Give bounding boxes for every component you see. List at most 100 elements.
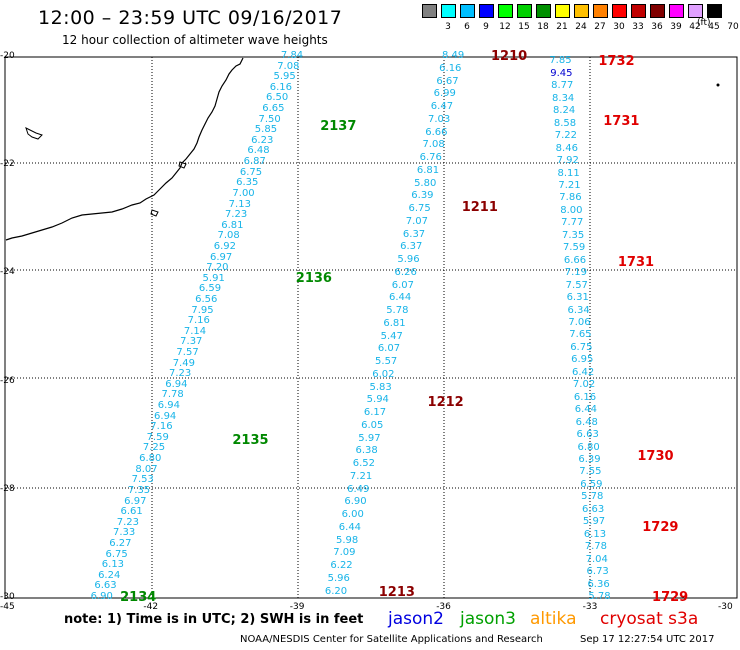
longitude-tick: -42 <box>143 602 159 612</box>
units-note: note: 1) Time is in UTC; 2) SWH is in fe… <box>64 612 364 627</box>
wave-height-value: 6.66 <box>563 254 587 266</box>
wave-height-value: 6.05 <box>361 419 384 431</box>
wave-height-value: 7.02 <box>572 379 596 391</box>
pass-time-label: 1732 <box>598 54 635 70</box>
wave-height-value: 5.91 <box>202 272 225 284</box>
wave-height-value: 6.16 <box>439 62 462 74</box>
wave-height-value: 6.76 <box>419 152 442 164</box>
wave-height-value: 6.34 <box>567 304 590 316</box>
wave-height-value: 6.13 <box>101 559 125 571</box>
wave-height-value: 6.31 <box>566 292 589 304</box>
wave-height-value: 6.20 <box>324 585 348 597</box>
wave-height-value: 5.78 <box>588 591 611 602</box>
wave-height-value: 6.50 <box>265 92 289 104</box>
wave-height-value: 6.44 <box>574 404 597 416</box>
wave-height-value: 7.55 <box>579 466 602 478</box>
wave-height-value: 6.95 <box>571 354 594 366</box>
gridlines <box>5 56 737 598</box>
wave-height-value: 6.81 <box>383 317 406 329</box>
wave-height-value: 5.94 <box>366 394 389 406</box>
legend-label: 18 <box>537 22 549 32</box>
wave-height-value: 6.81 <box>416 164 440 176</box>
wave-height-value: 7.92 <box>556 155 579 167</box>
wave-height-value: 7.53 <box>131 474 154 486</box>
legend-swatch <box>555 4 570 18</box>
generation-timestamp: Sep 17 12:27:54 UTC 2017 <box>580 634 715 645</box>
legend-label: 15 <box>518 22 530 32</box>
wave-height-value: 7.78 <box>584 541 607 553</box>
wave-height-value: 6.67 <box>436 75 459 87</box>
island-2 <box>178 161 187 169</box>
legend-label: 39 <box>670 22 682 32</box>
satellite-legend-altika: altika <box>530 609 577 629</box>
legend-label: 6 <box>464 22 470 32</box>
legend-label: 24 <box>575 22 587 32</box>
satellite-legend-jason2: jason2 <box>388 609 444 629</box>
wave-height-value: 6.65 <box>262 103 285 115</box>
wave-height-value: 7.84 <box>280 50 304 61</box>
wave-height-value: 7.20 <box>206 262 229 274</box>
wave-height-value: 7.09 <box>333 547 356 559</box>
wave-height-value: 6.37 <box>402 228 426 240</box>
pass-time-label: 1213 <box>378 584 415 600</box>
wave-height-value: 7.86 <box>559 192 582 204</box>
wave-height-value: 6.63 <box>576 429 599 441</box>
wave-height-value: 6.52 <box>352 458 375 470</box>
wave-height-value: 8.34 <box>552 92 575 104</box>
legend-swatch <box>441 4 456 18</box>
wave-height-value: 6.38 <box>355 445 378 457</box>
wave-height-value: 7.33 <box>112 527 136 539</box>
pass-time-label: 1730 <box>637 449 674 465</box>
island-dot <box>716 83 720 87</box>
wave-height-value: 7.77 <box>561 217 584 229</box>
wave-height-value: 6.97 <box>124 495 147 507</box>
island-1 <box>25 127 43 140</box>
legend-label: 45 <box>708 22 720 32</box>
legend-swatch <box>593 4 608 18</box>
wave-height-value: 6.02 <box>372 368 395 380</box>
wave-height-value: 6.26 <box>394 266 417 278</box>
wave-height-value: 6.63 <box>94 580 117 592</box>
wave-height-value: 5.80 <box>414 177 437 189</box>
wave-height-value: 5.96 <box>327 572 350 584</box>
wave-height-value: 6.81 <box>221 219 244 231</box>
satellite-legend-cryosat: cryosat s3a <box>600 609 699 629</box>
map-frame <box>4 56 738 599</box>
inlet <box>150 209 159 217</box>
wave-height-value: 6.36 <box>587 578 610 590</box>
wave-height-value: 8.00 <box>560 204 583 216</box>
wave-height-value: 7.13 <box>228 198 251 210</box>
wave-height-value: 6.90 <box>90 591 113 602</box>
legend-label: 70 <box>727 22 739 32</box>
longitude-tick: -36 <box>436 602 451 612</box>
legend-swatch <box>669 4 684 18</box>
legend-swatch <box>612 4 627 18</box>
wave-height-value: 8.24 <box>552 105 576 117</box>
wave-height-value: 7.59 <box>146 431 169 443</box>
latitude-tick: -24 <box>0 267 15 278</box>
wave-height-value: 6.80 <box>577 441 600 453</box>
legend-label: 9 <box>483 22 489 32</box>
wave-height-value: 8.11 <box>557 167 580 179</box>
wave-height-value: 6.94 <box>165 378 188 390</box>
wave-height-value: 6.16 <box>573 391 597 403</box>
legend-swatch <box>517 4 532 18</box>
wave-height-value: 8.49 <box>441 50 465 61</box>
wave-height-value: 5.95 <box>273 71 296 83</box>
wave-height-value: 6.94 <box>154 410 177 422</box>
wave-height-value: 7.04 <box>585 553 608 565</box>
wave-height-value: 6.73 <box>586 566 609 578</box>
wave-height-value: 5.57 <box>375 356 398 368</box>
wave-height-value: 7.07 <box>405 215 428 227</box>
wave-height-value: 5.85 <box>254 124 278 136</box>
wave-height-value: 6.24 <box>98 569 121 581</box>
latitude-tick: -20 <box>0 51 15 61</box>
wave-height-value: 6.27 <box>109 537 132 549</box>
wave-height-value: 6.37 <box>400 241 423 253</box>
latitude-tick: -30 <box>0 592 15 602</box>
wave-height-value: 6.97 <box>210 251 233 263</box>
wave-height-value: 7.08 <box>277 60 300 72</box>
wave-height-value: 6.99 <box>433 88 456 100</box>
legend-label: 21 <box>556 22 568 32</box>
wave-height-value: 6.75 <box>105 548 128 560</box>
